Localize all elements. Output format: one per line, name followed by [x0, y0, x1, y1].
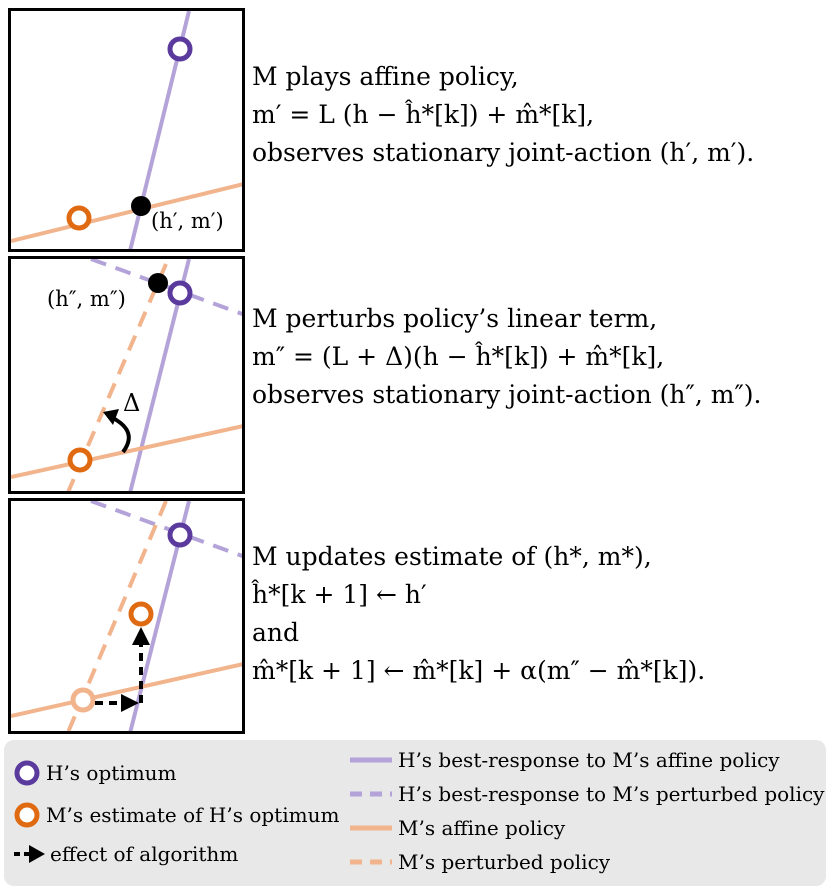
stationary-joint-action-dot — [131, 196, 151, 216]
legend-m-estimate: M’s estimate of H’s optimum — [12, 800, 339, 830]
legend-h-optimum: H’s optimum — [12, 758, 177, 788]
panel3-text-line-2: ĥ*[k + 1] ← h′ — [252, 580, 427, 609]
m-affine-policy-line — [11, 182, 242, 243]
panel-perturbed-policy: (h″, m″) Δ — [8, 256, 245, 494]
purple-solid-line-icon — [350, 757, 392, 763]
panel2-text-line-1: M perturbs policy’s linear term, — [252, 304, 658, 333]
dashed-arrow-icon — [14, 845, 45, 863]
legend-h-best-response-perturbed: H’s best-response to M’s perturbed polic… — [348, 782, 824, 806]
panel2-text-line-2: m″ = (L + Δ)(h − ĥ*[k]) + m̂*[k], — [252, 342, 665, 371]
m-affine-policy-line — [11, 662, 242, 718]
panel-perturbed-policy-text: M perturbs policy’s linear term, m″ = (L… — [252, 300, 762, 414]
panel3-text-line-4: m̂*[k + 1] ← m̂*[k] + α(m″ − m̂*[k]). — [252, 656, 706, 685]
delta-label: Δ — [123, 389, 141, 417]
panel1-text-line-3: observes stationary joint-action (h′, m′… — [252, 138, 755, 167]
legend-h-optimum-label: H’s optimum — [46, 761, 177, 785]
m-old-estimate-marker — [70, 687, 96, 713]
panel-update-estimate-graphic — [11, 501, 242, 731]
panel-affine-policy-text: M plays affine policy, m′ = L (h − ĥ*[k]… — [252, 58, 754, 172]
legend-m-affine-label: M’s affine policy — [398, 816, 566, 840]
orange-circle-icon — [14, 802, 40, 828]
legend-h-best-response-affine-label: H’s best-response to M’s affine policy — [398, 748, 780, 772]
purple-dashed-line-icon — [350, 791, 392, 797]
point-label-h-double-prime: (h″, m″) — [47, 287, 126, 311]
m-new-estimate-marker — [128, 601, 154, 627]
panel-affine-policy: (h′, m′) — [8, 8, 245, 252]
orange-dashed-line-icon — [350, 859, 392, 865]
stationary-joint-action-dot — [148, 273, 168, 293]
m-estimate-marker — [67, 447, 93, 473]
panel1-text-line-1: M plays affine policy, — [252, 62, 519, 91]
purple-circle-icon — [14, 760, 40, 786]
point-label-h-prime: (h′, m′) — [151, 209, 224, 233]
legend-m-estimate-label: M’s estimate of H’s optimum — [46, 803, 340, 827]
panel-update-estimate-text: M updates estimate of (h*, m*), ĥ*[k + 1… — [252, 538, 705, 690]
legend-algorithm-effect: effect of algorithm — [12, 842, 238, 866]
legend-m-affine: M’s affine policy — [348, 816, 565, 840]
delta-rotation-arrow — [110, 415, 131, 454]
m-estimate-marker — [66, 205, 92, 231]
panel-perturbed-policy-graphic — [11, 259, 242, 491]
orange-solid-line-icon — [350, 825, 392, 831]
h-optimum-marker — [167, 522, 193, 548]
h-optimum-marker — [167, 280, 193, 306]
legend-h-best-response-perturbed-label: H’s best-response to M’s perturbed polic… — [398, 782, 825, 806]
legend-algorithm-effect-label: effect of algorithm — [50, 842, 239, 866]
panel3-text-line-1: M updates estimate of (h*, m*), — [252, 542, 652, 571]
legend-m-perturbed-label: M’s perturbed policy — [398, 850, 611, 874]
panel2-text-line-3: observes stationary joint-action (h″, m″… — [252, 380, 762, 409]
delta-arrow-head — [103, 409, 119, 425]
panel1-text-line-2: m′ = L (h − ĥ*[k]) + m̂*[k], — [252, 100, 595, 129]
legend: H’s optimum M’s estimate of H’s optimum … — [4, 740, 826, 886]
m-affine-policy-line — [11, 424, 242, 479]
legend-m-perturbed: M’s perturbed policy — [348, 850, 610, 874]
legend-h-best-response-affine: H’s best-response to M’s affine policy — [348, 748, 780, 772]
panel3-text-line-3: and — [252, 618, 300, 647]
panel-update-estimate — [8, 498, 245, 734]
h-best-response-perturbed-line — [90, 501, 242, 558]
algorithm-horizontal-arrowhead — [121, 694, 139, 712]
h-optimum-marker — [167, 36, 193, 62]
panel-affine-policy-graphic — [11, 11, 242, 249]
algorithm-vertical-arrowhead — [132, 627, 150, 645]
